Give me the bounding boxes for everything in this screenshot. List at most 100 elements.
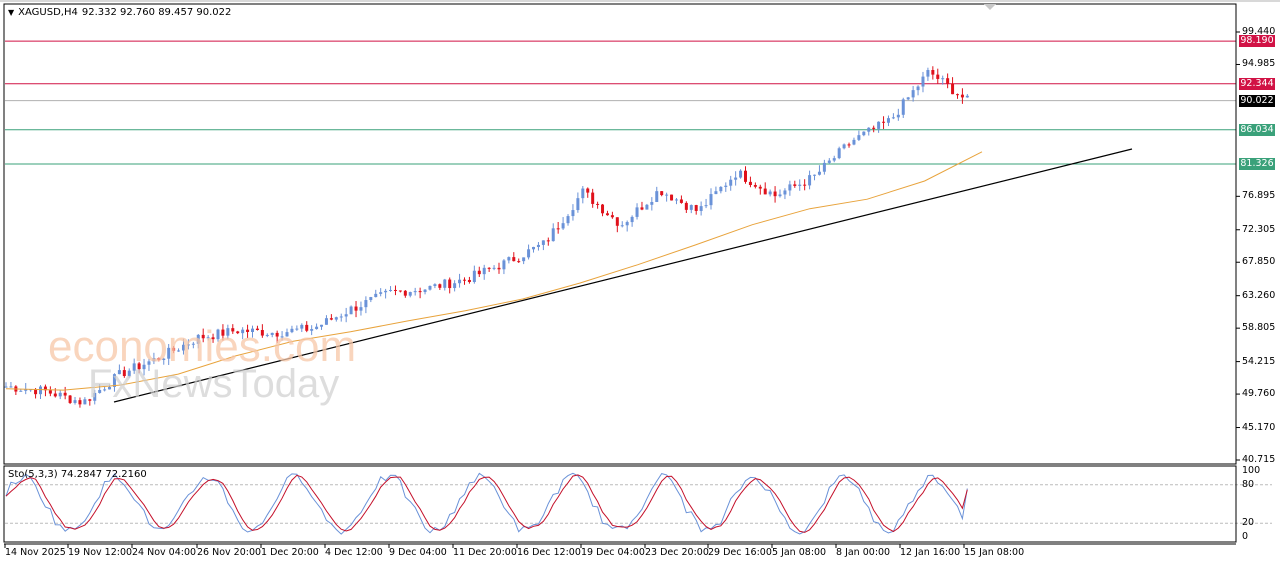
triangle-down-icon[interactable]: ▼	[8, 8, 15, 17]
candle-body	[324, 318, 328, 325]
candle-body	[576, 198, 580, 211]
candle-body	[827, 160, 831, 163]
watermark-economies: economies.com	[48, 322, 357, 371]
chart-legend: ▼ XAGUSD,H4 92.332 92.760 89.457 90.022	[8, 7, 231, 18]
candle-body	[852, 139, 856, 145]
candle-body	[744, 170, 747, 182]
candle-body	[73, 400, 77, 403]
candle-body	[591, 192, 595, 204]
candle-body	[349, 306, 353, 315]
candle-body	[78, 400, 82, 405]
time-tick-label: 5 Jan 08:00	[772, 547, 827, 558]
candle-body	[536, 244, 540, 247]
candle-body	[53, 393, 57, 397]
candle-body	[379, 292, 383, 294]
price-tick-label: 67.850	[1242, 256, 1276, 268]
candle-body	[941, 78, 945, 80]
time-tick-label: 24 Nov 04:00	[132, 547, 197, 558]
time-tick-label: 8 Jan 00:00	[836, 547, 891, 558]
candle-body	[891, 117, 895, 119]
candle-body	[847, 144, 851, 146]
candle-body	[773, 191, 777, 197]
time-tick-label: 11 Dec 20:00	[453, 547, 517, 558]
candle-body	[527, 249, 531, 258]
candle-body	[9, 386, 13, 388]
candle-body	[34, 389, 38, 395]
candle-body	[670, 194, 674, 201]
candle-body	[201, 334, 205, 339]
candle-body	[482, 267, 486, 275]
candle-body	[640, 207, 644, 210]
candle-body	[556, 228, 560, 230]
candle-body	[354, 306, 358, 311]
candle-body	[43, 386, 47, 391]
candle-body	[650, 201, 654, 205]
candle-body	[172, 347, 176, 351]
candle-body	[255, 328, 259, 330]
candle-body	[916, 86, 920, 91]
candle-body	[788, 184, 792, 191]
trendline	[113, 148, 1133, 403]
candle-body	[758, 186, 762, 189]
candle-body	[635, 207, 639, 217]
candle-body	[857, 135, 861, 140]
candle-body	[398, 290, 402, 292]
candle-body	[704, 205, 708, 207]
candle-body	[246, 329, 250, 332]
candle-body	[753, 185, 757, 187]
candle-body	[748, 181, 752, 186]
candle-body	[566, 216, 570, 224]
candle-body	[645, 204, 649, 210]
candle-body	[689, 205, 693, 210]
candle-body	[98, 389, 102, 393]
candle-body	[329, 318, 333, 320]
candle-body	[408, 292, 412, 296]
candle-body	[946, 78, 950, 84]
candle-body	[862, 131, 866, 136]
candle-body	[709, 194, 713, 206]
candle-body	[221, 329, 225, 336]
price-tick-label: 76.895	[1242, 190, 1276, 202]
candle-body	[103, 389, 107, 391]
candle-body	[300, 324, 304, 329]
sto-tick-label: 20	[1242, 517, 1255, 529]
time-tick-label: 23 Dec 20:00	[645, 547, 709, 558]
candle-body	[39, 386, 43, 395]
candle-body	[546, 240, 550, 242]
candle-body	[122, 370, 126, 377]
candle-body	[729, 179, 733, 186]
candle-body	[492, 267, 496, 269]
candle-body	[877, 121, 881, 129]
candle-body	[295, 328, 299, 330]
candle-body	[522, 257, 526, 262]
candle-body	[911, 90, 915, 98]
candle-body	[418, 291, 422, 293]
candle-body	[822, 162, 826, 172]
candle-body	[615, 217, 619, 226]
candle-body	[694, 205, 698, 211]
candle-body	[108, 386, 112, 390]
price-tag-current: 90.022	[1239, 94, 1275, 107]
candle-body	[344, 314, 348, 317]
candle-body	[719, 186, 723, 192]
candle-body	[817, 171, 821, 175]
time-tick-label: 9 Dec 04:00	[389, 547, 447, 558]
symbol-label: XAGUSD,H4	[18, 7, 78, 18]
stochastic-panel	[3, 465, 1237, 543]
candle-body	[448, 279, 452, 289]
time-tick-label: 26 Nov 20:00	[197, 547, 262, 558]
candle-body	[320, 324, 324, 327]
candle-body	[596, 203, 600, 205]
candle-body	[147, 361, 151, 365]
candle-body	[872, 127, 876, 129]
candle-body	[882, 121, 886, 123]
candle-body	[374, 293, 378, 298]
time-tick-label: 1 Dec 20:00	[261, 547, 319, 558]
candle-body	[620, 225, 624, 227]
price-tick-label: 58.805	[1242, 322, 1276, 334]
time-tick-label: 12 Jan 16:00	[900, 547, 961, 558]
time-tick-label: 19 Nov 12:00	[68, 547, 133, 558]
candle-body	[886, 118, 890, 123]
